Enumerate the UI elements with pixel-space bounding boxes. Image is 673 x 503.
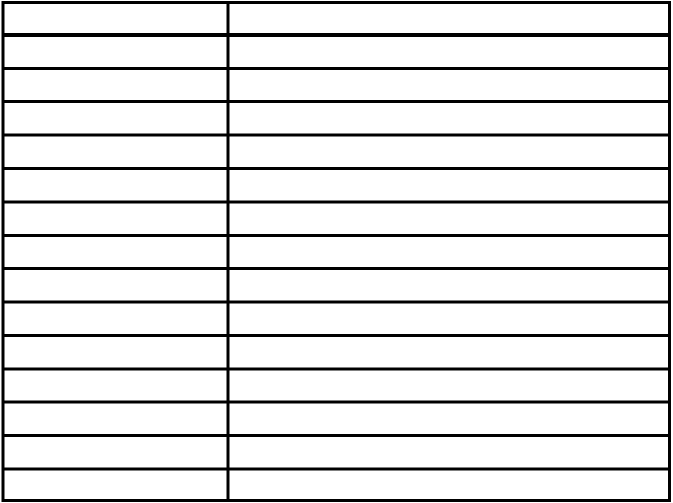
table-border xyxy=(1,1,671,502)
page: (() => { const data = JSON.parse(documen… xyxy=(0,0,673,503)
empty-table xyxy=(1,1,671,502)
